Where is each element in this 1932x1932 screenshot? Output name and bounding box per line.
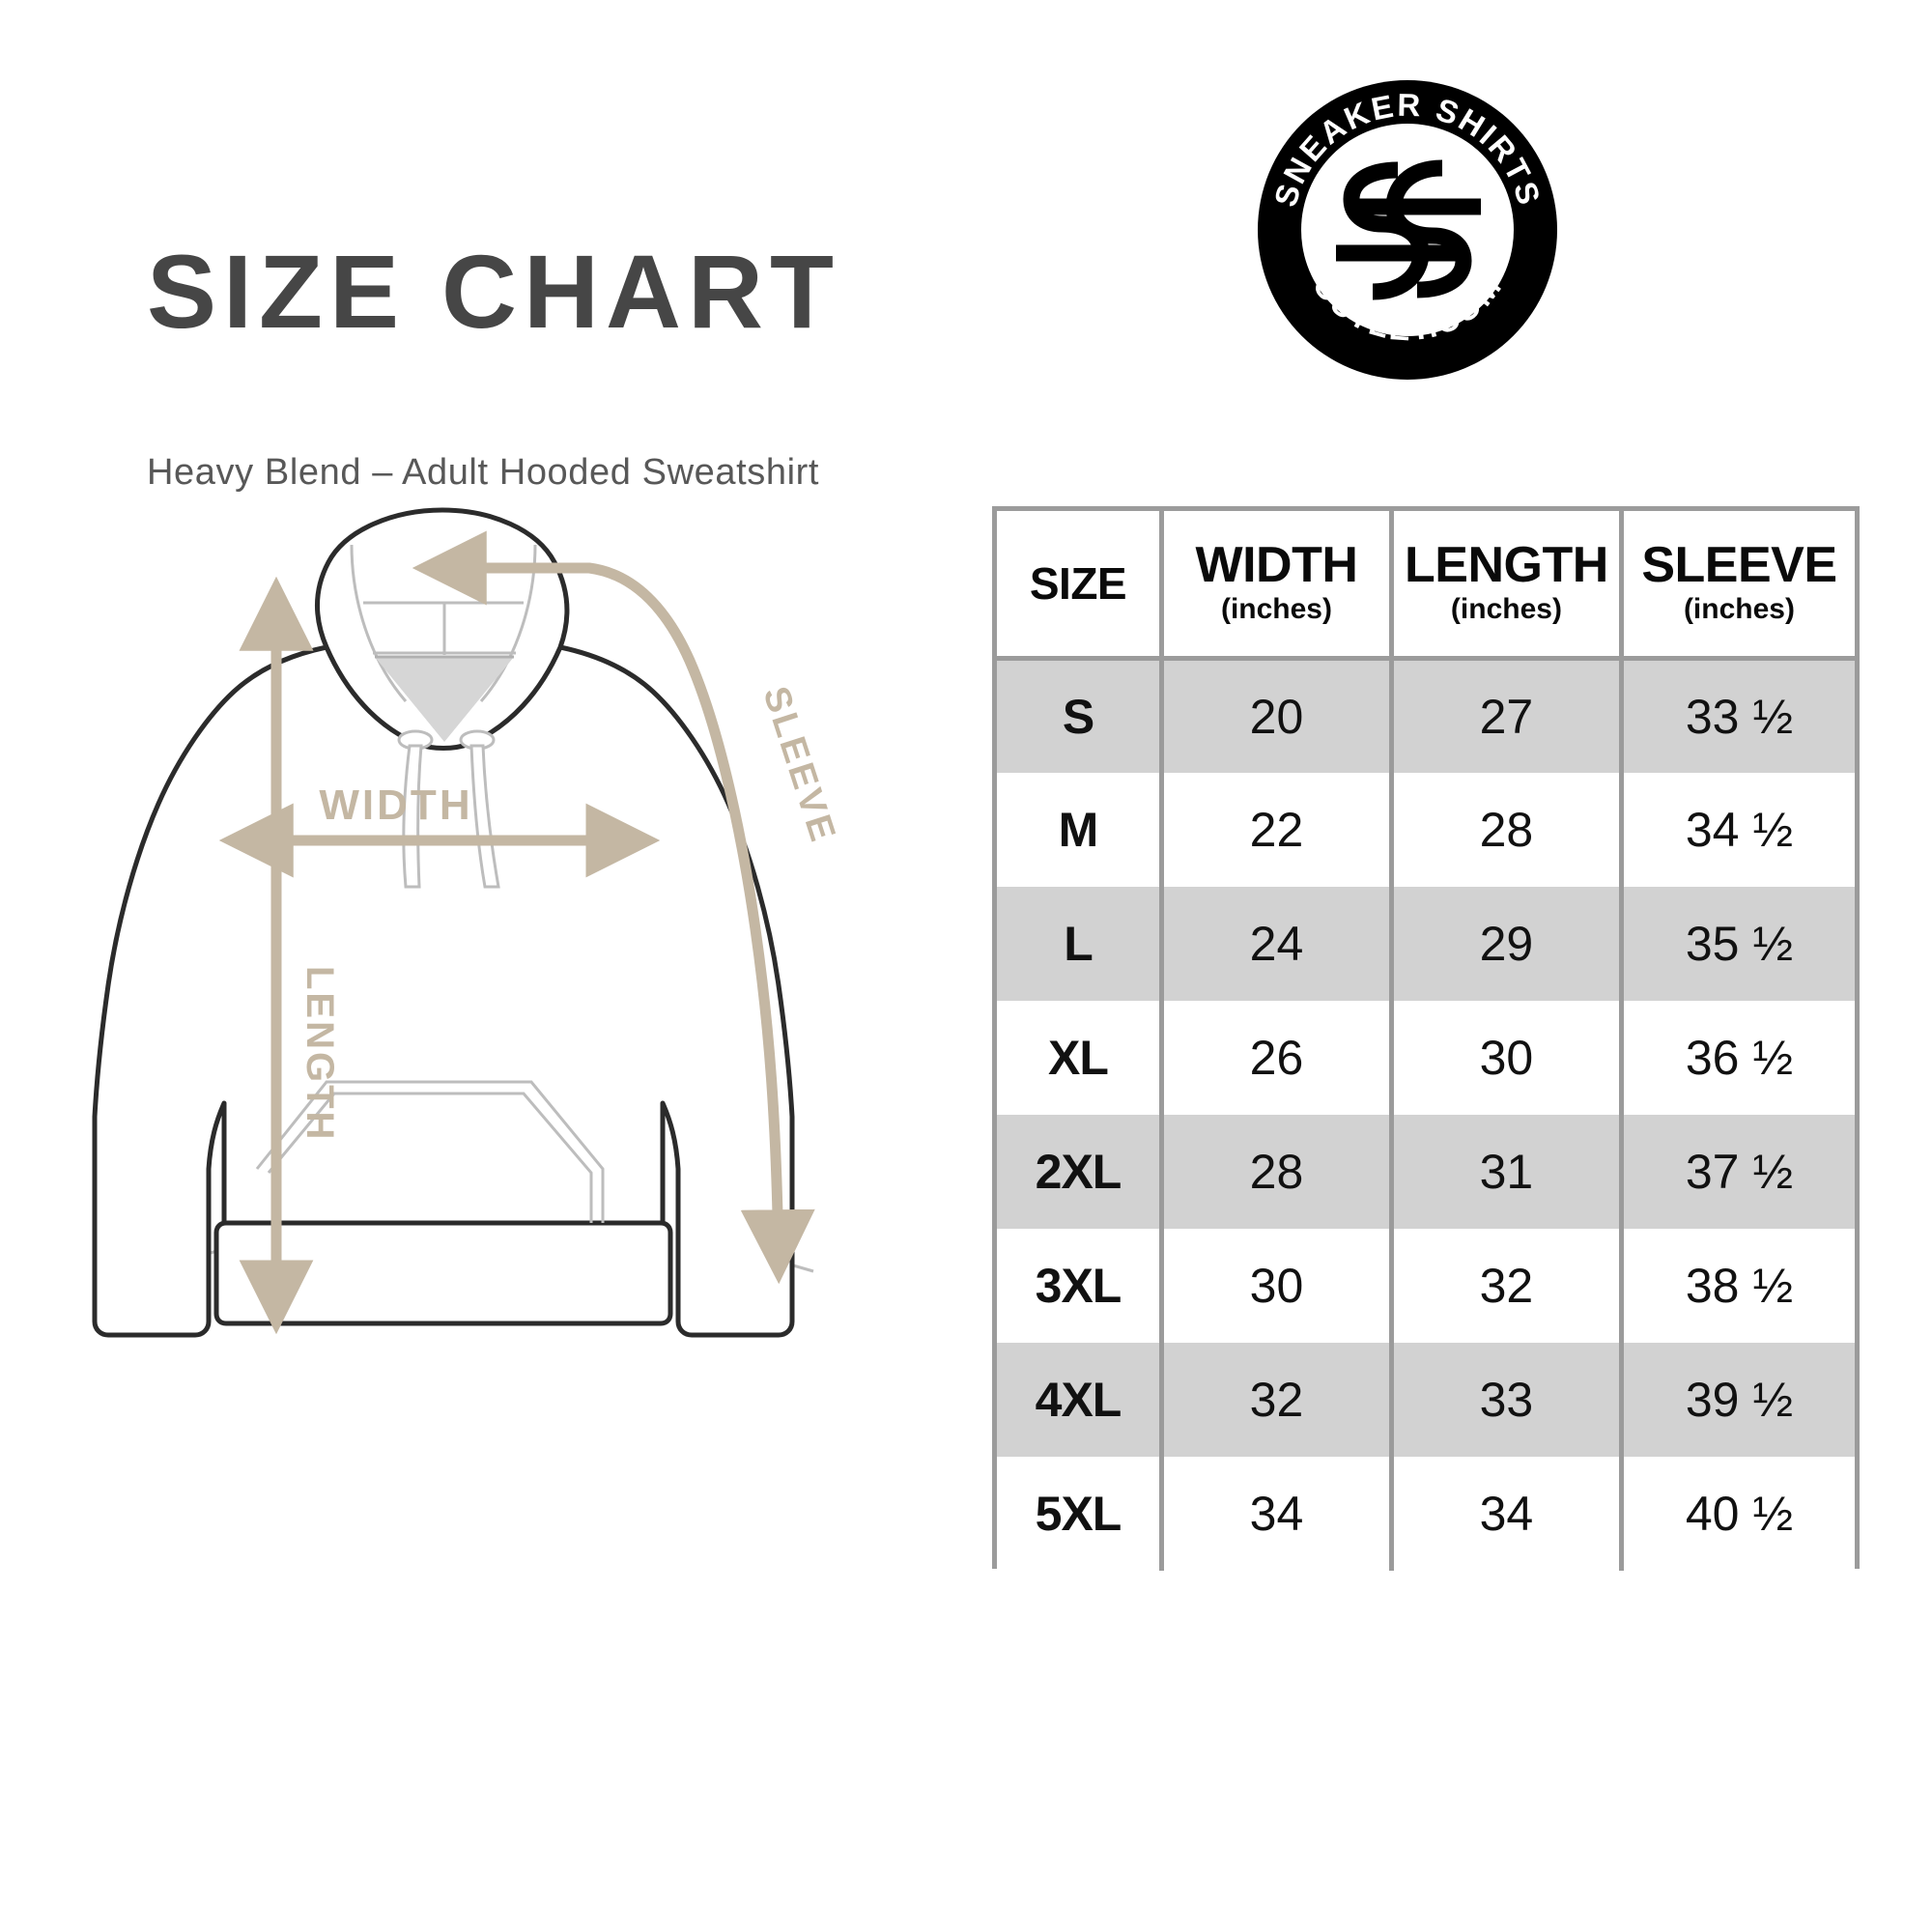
cell-width: 24 (1158, 886, 1392, 1001)
sleeve-label: SLEEVE (754, 682, 843, 849)
table-row: M 22 28 34 ½ (997, 772, 1855, 887)
hoodie-waistband (213, 1220, 673, 1326)
size-table: SIZE WIDTH (inches) LENGTH (inches) SLEE… (997, 511, 1855, 1571)
cell-size: 2XL (997, 1114, 1162, 1229)
table-row: S 20 27 33 ½ (997, 658, 1855, 773)
size-table-container: SIZE WIDTH (inches) LENGTH (inches) SLEE… (992, 506, 1860, 1571)
cell-length: 32 (1388, 1228, 1622, 1343)
cell-size: 5XL (997, 1456, 1162, 1571)
cell-length: 27 (1388, 658, 1622, 773)
column-header-sleeve: SLEEVE (inches) (1618, 511, 1855, 661)
column-header-size-label: SIZE (1029, 557, 1127, 609)
cell-size: L (997, 886, 1162, 1001)
table-row: 2XL 28 31 37 ½ (997, 1114, 1855, 1229)
logo-monogram (1343, 159, 1472, 300)
column-header-sleeve-unit: (inches) (1683, 592, 1795, 625)
cell-width: 22 (1158, 772, 1392, 887)
cell-size: 4XL (997, 1342, 1162, 1457)
cell-width: 34 (1158, 1456, 1392, 1571)
cell-length: 33 (1388, 1342, 1622, 1457)
column-header-length-label: LENGTH (1405, 536, 1608, 593)
hoodie-illustration: WIDTH LENGTH SLEEVE (87, 502, 985, 1623)
cell-width: 20 (1158, 658, 1392, 773)
cell-size: M (997, 772, 1162, 887)
column-header-width-label: WIDTH (1195, 536, 1358, 593)
cell-length: 31 (1388, 1114, 1622, 1229)
table-row: 5XL 34 34 40 ½ (997, 1456, 1855, 1571)
column-header-length: LENGTH (inches) (1388, 511, 1622, 661)
table-row: 3XL 30 32 38 ½ (997, 1228, 1855, 1343)
cell-sleeve: 35 ½ (1618, 886, 1855, 1001)
cell-length: 34 (1388, 1456, 1622, 1571)
heading-block: SIZE CHART Heavy Blend – Adult Hooded Sw… (147, 233, 900, 494)
page-subtitle: Heavy Blend – Adult Hooded Sweatshirt (147, 452, 820, 493)
cell-sleeve: 40 ½ (1618, 1456, 1855, 1571)
brand-logo: SNEAKER SHIRTS OUTLET.COM (1253, 75, 1562, 384)
column-header-length-unit: (inches) (1450, 592, 1562, 625)
size-table-head: SIZE WIDTH (inches) LENGTH (inches) SLEE… (997, 511, 1855, 661)
cell-sleeve: 33 ½ (1618, 658, 1855, 773)
cell-length: 28 (1388, 772, 1622, 887)
cell-width: 28 (1158, 1114, 1392, 1229)
cell-sleeve: 34 ½ (1618, 772, 1855, 887)
column-header-width: WIDTH (inches) (1158, 511, 1392, 661)
page-title: SIZE CHART (147, 233, 840, 350)
cell-sleeve: 38 ½ (1618, 1228, 1855, 1343)
cell-size: XL (997, 1000, 1162, 1115)
column-header-sleeve-label: SLEEVE (1641, 536, 1837, 593)
cell-length: 30 (1388, 1000, 1622, 1115)
cell-sleeve: 37 ½ (1618, 1114, 1855, 1229)
cell-width: 32 (1158, 1342, 1392, 1457)
cell-width: 30 (1158, 1228, 1392, 1343)
cell-length: 29 (1388, 886, 1622, 1001)
table-row: 4XL 32 33 39 ½ (997, 1342, 1855, 1457)
table-row: L 24 29 35 ½ (997, 886, 1855, 1001)
cell-width: 26 (1158, 1000, 1392, 1115)
size-table-body: S 20 27 33 ½ M 22 28 34 ½ L 24 29 35 ½ XL 26 30 36 ½ 2XL… (997, 658, 1855, 1571)
column-header-size: SIZE (997, 511, 1162, 661)
logo-monogram-bars (1336, 198, 1481, 262)
width-label: WIDTH (319, 781, 472, 829)
cell-size: S (997, 658, 1162, 773)
cell-size: 3XL (997, 1228, 1162, 1343)
length-label: LENGTH (298, 966, 341, 1142)
table-row: XL 26 30 36 ½ (997, 1000, 1855, 1115)
table-header-row: SIZE WIDTH (inches) LENGTH (inches) SLEE… (997, 511, 1855, 661)
column-header-width-unit: (inches) (1220, 592, 1332, 625)
cell-sleeve: 39 ½ (1618, 1342, 1855, 1457)
sleeve-measure-arrow (412, 530, 815, 1285)
cell-sleeve: 36 ½ (1618, 1000, 1855, 1115)
